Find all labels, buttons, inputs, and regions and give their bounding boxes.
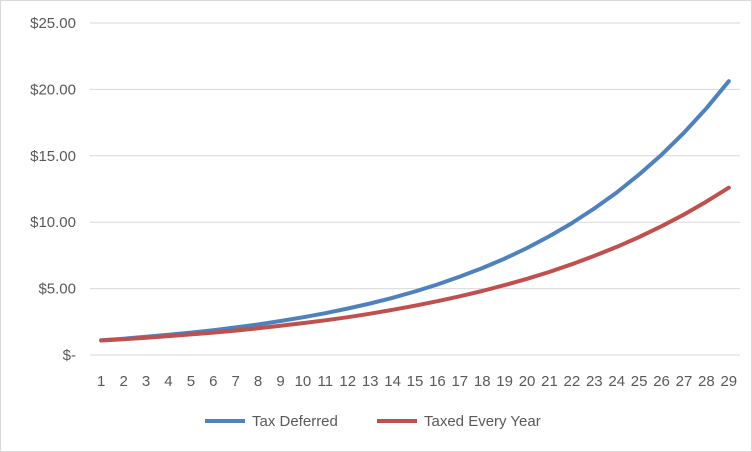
series-line-0 — [99, 79, 731, 343]
y-tick-label: $25.00 — [30, 15, 76, 32]
x-tick-label: 9 — [276, 373, 284, 390]
x-tick-label: 6 — [209, 373, 217, 390]
x-tick-label: 15 — [407, 373, 424, 390]
x-tick-label: 7 — [232, 373, 240, 390]
y-tick-label: $20.00 — [30, 81, 76, 98]
x-tick-label: 20 — [519, 373, 536, 390]
x-tick-label: 25 — [631, 373, 648, 390]
y-tick-label: $5.00 — [38, 281, 76, 298]
legend-label: Taxed Every Year — [424, 413, 541, 430]
y-axis-ticks: $- $5.00 $10.00 $15.00 $20.00 $25.00 — [30, 15, 76, 364]
gridlines — [90, 22, 740, 356]
x-tick-label: 16 — [429, 373, 446, 390]
x-tick-label: 24 — [608, 373, 625, 390]
y-tick-label: $15.00 — [30, 148, 76, 165]
x-tick-label: 2 — [119, 373, 127, 390]
x-tick-label: 22 — [564, 373, 581, 390]
x-tick-label: 8 — [254, 373, 262, 390]
x-tick-label: 19 — [496, 373, 513, 390]
x-tick-label: 26 — [653, 373, 670, 390]
x-tick-label: 27 — [676, 373, 693, 390]
x-tick-label: 12 — [339, 373, 356, 390]
x-tick-label: 18 — [474, 373, 491, 390]
x-tick-label: 21 — [541, 373, 558, 390]
x-tick-label: 29 — [720, 373, 737, 390]
legend: Tax Deferred Taxed Every Year — [205, 413, 541, 430]
series-line-1 — [99, 185, 731, 343]
x-tick-label: 28 — [698, 373, 715, 390]
y-tick-label: $10.00 — [30, 214, 76, 231]
x-tick-label: 3 — [142, 373, 150, 390]
x-tick-label: 5 — [187, 373, 195, 390]
legend-label: Tax Deferred — [252, 413, 338, 430]
x-tick-label: 11 — [318, 373, 334, 390]
x-tick-label: 23 — [586, 373, 603, 390]
series-lines — [99, 79, 731, 343]
x-tick-label: 17 — [451, 373, 468, 390]
x-tick-label: 4 — [164, 373, 172, 390]
x-tick-label: 13 — [362, 373, 379, 390]
y-tick-label: $- — [63, 347, 76, 364]
x-tick-label: 10 — [295, 373, 312, 390]
x-tick-label: 14 — [384, 373, 401, 390]
x-tick-label: 1 — [97, 373, 105, 390]
x-axis-ticks: 1 2 3 4 5 6 7 8 9 10 11 12 13 14 15 16 17 18 19 20 21 22 23 24 2… — [97, 373, 737, 390]
